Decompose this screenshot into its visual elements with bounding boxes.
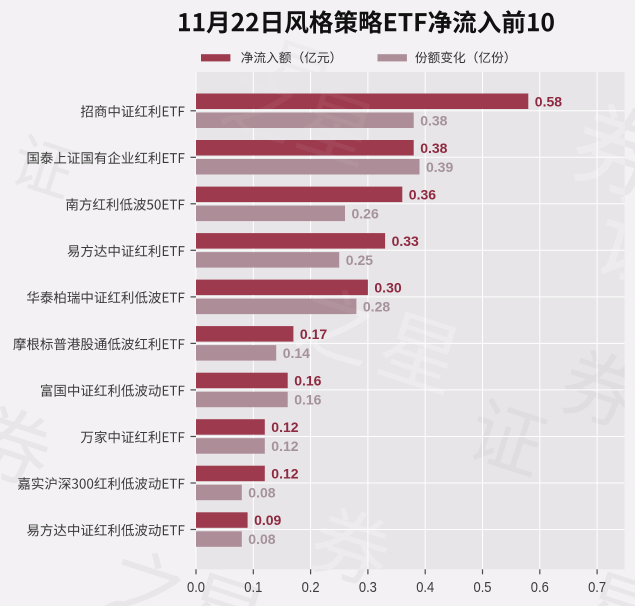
svg-text:0.25: 0.25 [346, 252, 373, 268]
svg-text:0.7: 0.7 [588, 579, 606, 596]
svg-text:0.0: 0.0 [187, 579, 205, 596]
svg-text:0.12: 0.12 [271, 438, 298, 454]
svg-text:0.16: 0.16 [294, 392, 321, 408]
svg-text:0.3: 0.3 [359, 579, 377, 596]
svg-text:0.1: 0.1 [244, 579, 262, 596]
svg-text:0.36: 0.36 [409, 186, 436, 202]
svg-text:0.38: 0.38 [420, 140, 447, 156]
svg-text:0.12: 0.12 [271, 466, 298, 482]
svg-text:0.26: 0.26 [352, 205, 379, 221]
svg-text:0.28: 0.28 [363, 299, 390, 315]
svg-text:0.39: 0.39 [426, 159, 453, 175]
svg-text:0.30: 0.30 [374, 280, 401, 296]
svg-text:0.33: 0.33 [392, 233, 419, 249]
svg-text:0.4: 0.4 [416, 579, 434, 596]
svg-text:0.08: 0.08 [248, 531, 275, 547]
svg-text:0.58: 0.58 [535, 93, 562, 109]
svg-text:0.38: 0.38 [420, 112, 447, 128]
svg-text:0.08: 0.08 [248, 485, 275, 501]
svg-text:0.17: 0.17 [300, 326, 327, 342]
svg-text:0.09: 0.09 [254, 512, 281, 528]
svg-text:0.12: 0.12 [271, 419, 298, 435]
svg-text:0.6: 0.6 [531, 579, 549, 596]
svg-text:0.16: 0.16 [294, 373, 321, 389]
svg-text:0.2: 0.2 [302, 579, 320, 596]
svg-text:0.5: 0.5 [474, 579, 492, 596]
svg-text:0.14: 0.14 [283, 345, 310, 361]
